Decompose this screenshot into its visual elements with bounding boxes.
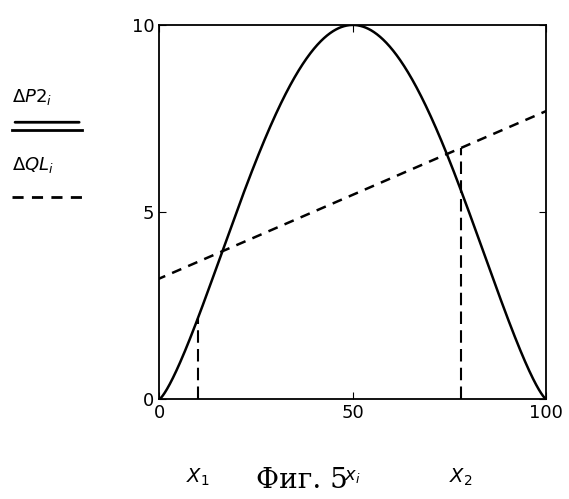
- Text: $x_i$: $x_i$: [344, 467, 361, 485]
- Text: Фиг. 5: Фиг. 5: [255, 467, 348, 494]
- Text: $\Delta P2_i$: $\Delta P2_i$: [13, 87, 52, 107]
- Text: $X_2$: $X_2$: [450, 467, 473, 488]
- Text: $X_1$: $X_1$: [186, 467, 210, 488]
- Text: $\Delta QL_i$: $\Delta QL_i$: [13, 155, 54, 175]
